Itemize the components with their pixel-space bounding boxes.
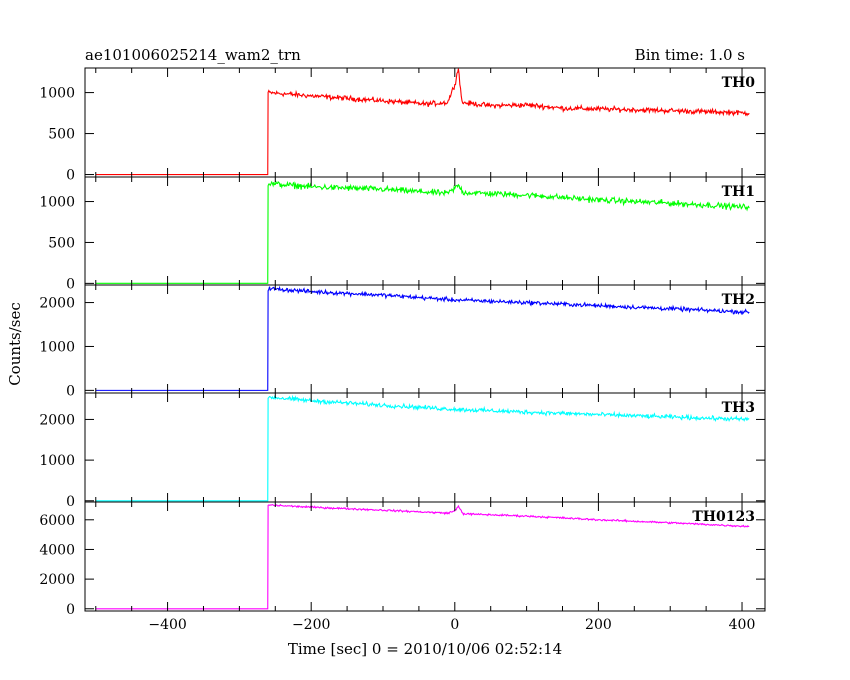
panel-th0: 0 500 1000 TH0 (39, 67, 766, 184)
panel-frame (84, 176, 766, 286)
panel-frame (84, 392, 766, 503)
panel-label-th3: TH3 (722, 400, 755, 416)
series-line-th2 (95, 285, 750, 391)
x-tick-label: 0 (450, 617, 459, 633)
chart-title: ae101006025214_wam2_trn (85, 46, 301, 64)
series-line-th0 (95, 68, 750, 176)
x-tick-label: 400 (729, 617, 756, 633)
panel-frame (84, 501, 766, 612)
panels-group: 0 500 1000 TH0 0 500 1000 TH1 0 1000 2000 TH2 0 1000 2… (39, 67, 766, 618)
x-axis-tick-labels: −400 −200 0 200 400 (148, 617, 755, 633)
x-tick-label: 200 (585, 617, 612, 633)
y-tick-label: 6000 (39, 513, 75, 529)
bin-time-label: Bin time: 1.0 s (635, 46, 745, 64)
y-tick-label: 0 (66, 602, 75, 618)
y-axis-title: Counts/sec (6, 302, 24, 386)
y-tick-label: 2000 (39, 412, 75, 428)
y-tick-label: 0 (66, 168, 75, 184)
series-line-th1 (95, 180, 750, 284)
panel-label-th2: TH2 (722, 292, 755, 308)
y-tick-label: 500 (48, 235, 75, 251)
y-tick-label: 0 (66, 494, 75, 510)
panel-frame (84, 67, 766, 178)
series-line-th0123 (95, 503, 750, 610)
panel-th2: 0 1000 2000 TH2 (39, 284, 766, 399)
series-line-th3 (95, 394, 750, 502)
x-tick-label: −200 (292, 617, 330, 633)
y-tick-label: 2000 (39, 296, 75, 312)
y-tick-label: 500 (48, 127, 75, 143)
y-tick-label: 0 (66, 276, 75, 292)
panel-label-th0123: TH0123 (692, 509, 755, 525)
x-axis-title: Time [sec] 0 = 2010/10/06 02:52:14 (288, 640, 562, 658)
panel-th1: 0 500 1000 TH1 (39, 176, 766, 292)
panel-th3: 0 1000 2000 TH3 (39, 392, 766, 510)
y-tick-label: 4000 (39, 542, 75, 558)
panel-frame (84, 284, 766, 394)
x-tick-label: −400 (148, 617, 186, 633)
y-tick-label: 1000 (39, 453, 75, 469)
panel-label-th0: TH0 (722, 75, 756, 91)
y-tick-label: 2000 (39, 572, 75, 588)
y-tick-label: 1000 (39, 339, 75, 355)
panel-label-th1: TH1 (722, 184, 755, 200)
y-tick-label: 1000 (39, 86, 75, 102)
y-tick-label: 1000 (39, 195, 75, 211)
panel-th0123: 0 2000 4000 6000 TH0123 (39, 501, 766, 618)
y-tick-label: 0 (66, 383, 75, 399)
